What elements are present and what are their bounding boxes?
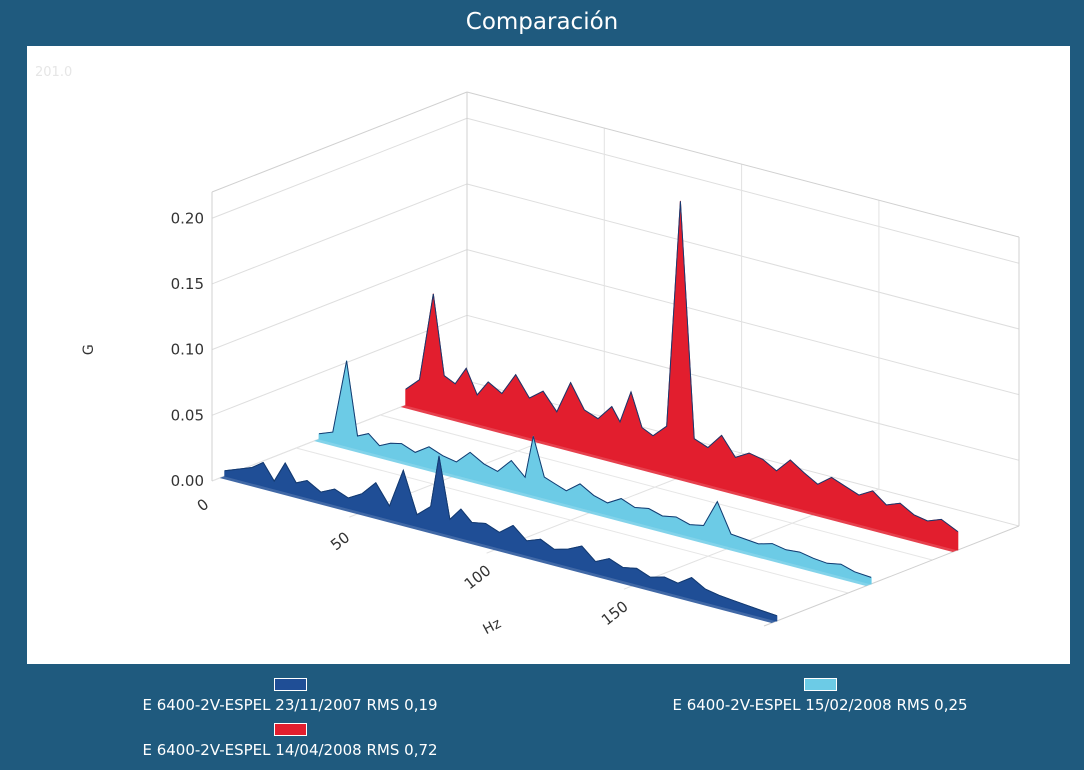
legend: E 6400-2V-ESPEL 23/11/2007 RMS 0,19 E 64…	[0, 664, 1084, 770]
y-tick-label: 0.05	[171, 406, 204, 424]
legend-swatch-series-3	[273, 723, 307, 736]
x-axis-label: Hz	[481, 616, 504, 639]
legend-label-series-3: E 6400-2V-ESPEL 14/04/2008 RMS 0,72	[142, 741, 438, 759]
axis-frame-edge	[211, 91, 468, 193]
x-tick-label: 100	[461, 561, 495, 593]
series-3-fill	[405, 200, 959, 551]
legend-swatch-series-2	[803, 678, 837, 691]
grid-line-back	[466, 314, 1020, 461]
grid-line-back	[466, 249, 1020, 396]
grid-line-left	[211, 117, 468, 219]
chart-title: Comparación	[465, 9, 619, 35]
grid-line-back	[466, 117, 1020, 264]
grid-line-floor	[296, 447, 849, 594]
x-tick-label: 0	[194, 495, 213, 515]
grid-line-floor	[380, 414, 933, 561]
axis-frame-edge	[763, 525, 1020, 627]
series-1-ribbon	[219, 476, 777, 623]
corner-readout: 201.0	[35, 65, 72, 80]
legend-label-series-2: E 6400-2V-ESPEL 15/02/2008 RMS 0,25	[672, 696, 968, 714]
x-tick-label: 150	[598, 597, 632, 629]
chart-3d-area: 0.00 0.05 0.10 0.15 0.20 0 50 100 150 Hz G 201.0	[35, 65, 1020, 639]
axis-frame-edge	[466, 91, 1020, 238]
grid-line-left	[211, 249, 468, 351]
grid-line-left	[211, 314, 468, 416]
y-tick-label: 0.20	[171, 209, 204, 227]
plot-area: 0.00 0.05 0.10 0.15 0.20 0 50 100 150 Hz G 201.0	[27, 46, 1070, 664]
grid-line-left	[211, 183, 468, 285]
grid-line-floor	[486, 164, 743, 554]
grid-line-back	[466, 380, 1020, 527]
y-tick-label: 0.15	[171, 275, 204, 293]
series-2-ribbon	[314, 439, 872, 586]
grid-line-floor	[623, 200, 880, 590]
legend-swatch-series-1	[273, 678, 307, 691]
series-3-outline	[405, 201, 959, 533]
series-2-area	[314, 360, 872, 586]
x-tick-label: 50	[327, 528, 353, 554]
series-3-area	[400, 200, 959, 552]
legend-item-series-1[interactable]: E 6400-2V-ESPEL 23/11/2007 RMS 0,19	[60, 678, 520, 718]
grid-line-back	[466, 183, 1020, 330]
series-1-area	[219, 455, 778, 623]
y-tick-label: 0.00	[171, 472, 204, 490]
legend-label-series-1: E 6400-2V-ESPEL 23/11/2007 RMS 0,19	[142, 696, 438, 714]
legend-item-series-2[interactable]: E 6400-2V-ESPEL 15/02/2008 RMS 0,25	[590, 678, 1050, 718]
y-axis-label: G	[81, 344, 97, 355]
series-2-outline	[319, 360, 872, 578]
legend-item-series-3[interactable]: E 6400-2V-ESPEL 14/04/2008 RMS 0,72	[60, 723, 520, 763]
series-1-outline	[224, 456, 777, 617]
y-tick-label: 0.10	[171, 341, 204, 359]
series-3-ribbon	[400, 405, 958, 552]
